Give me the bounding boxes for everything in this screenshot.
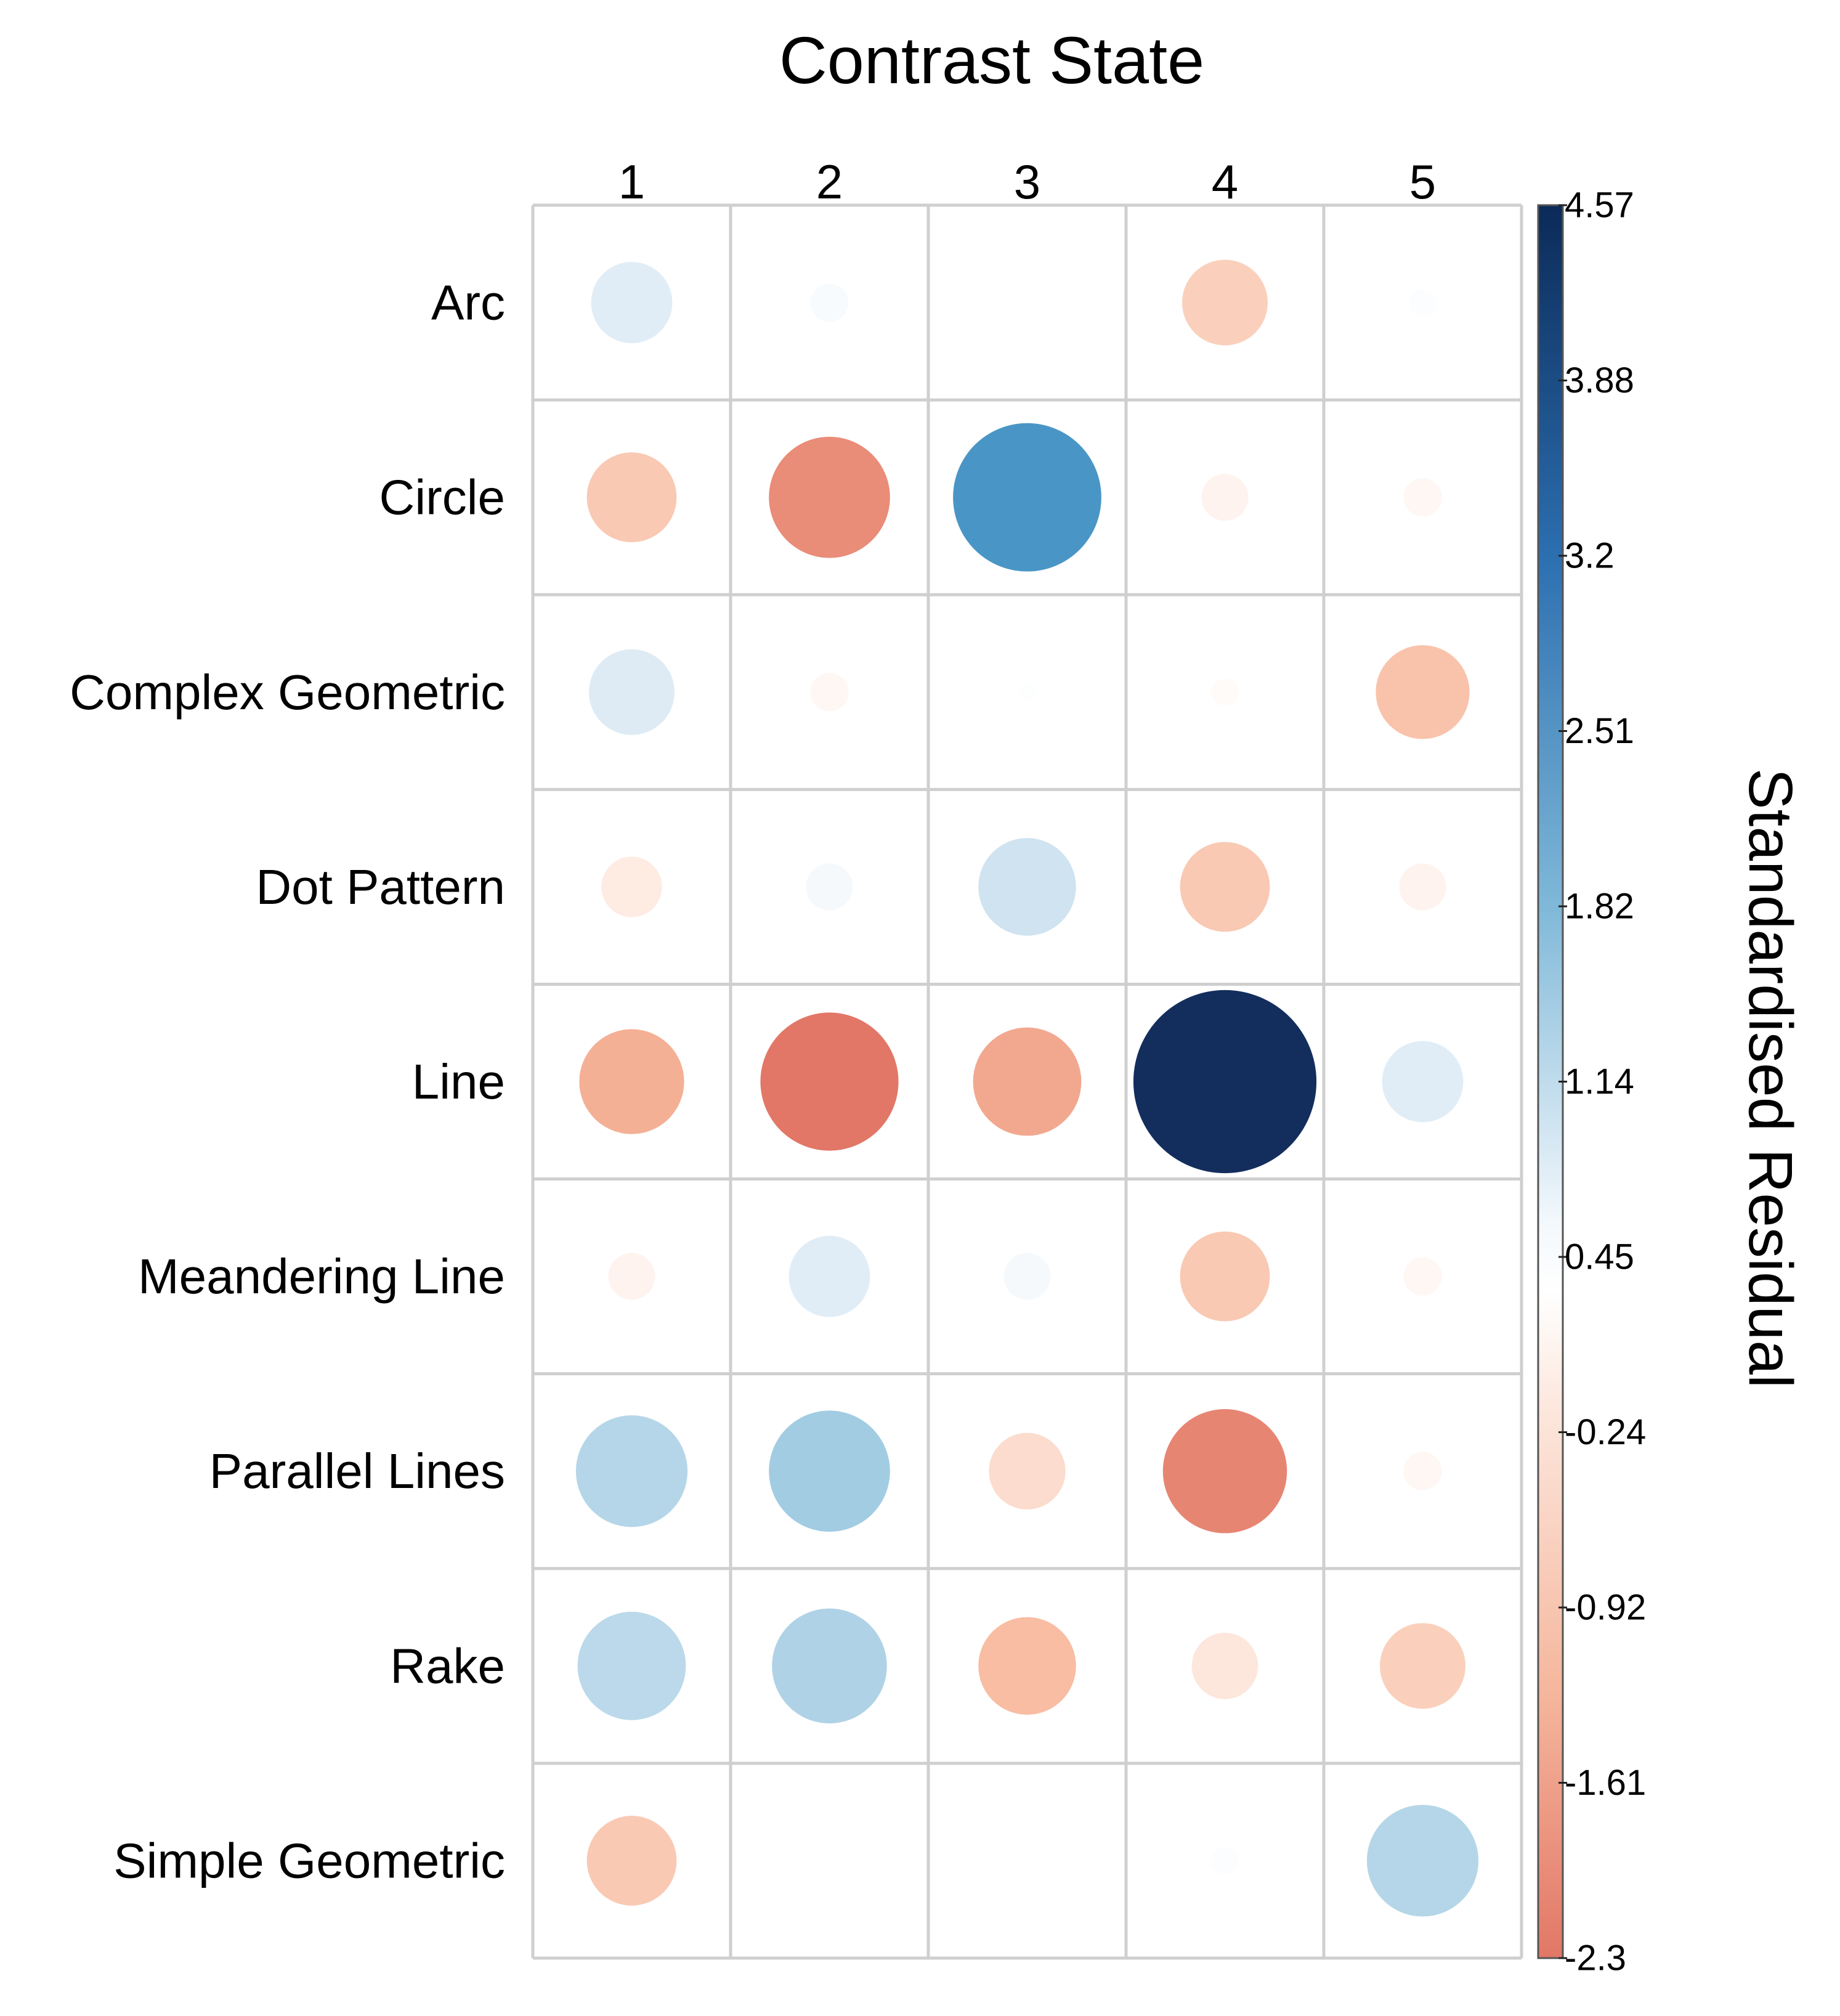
residual-circle [591,262,673,343]
column-label: 3 [1014,155,1040,209]
chart-title: Contrast State [779,23,1204,97]
residual-circle [760,1012,899,1151]
row-label: Complex Geometric [70,665,505,720]
residual-circle [1409,289,1437,317]
residual-circle [1366,1805,1479,1917]
residual-circle [577,1611,686,1720]
residual-circle [579,1029,684,1134]
residual-circle [953,423,1101,572]
residual-circle [772,1608,887,1724]
colorbar-tick-label: 2.51 [1565,711,1634,751]
residual-circle [601,856,662,917]
heatmap-grid [531,203,1523,1960]
residual-circle [989,1433,1066,1510]
residual-circle [1180,842,1270,932]
residual-circle [1180,1231,1270,1322]
residual-circle [1017,682,1037,702]
residual-circle [589,649,675,735]
colorbar-tick-label: 1.82 [1565,887,1634,927]
residual-circle [806,863,853,911]
row-label: Circle [379,470,505,525]
row-label: Parallel Lines [209,1444,505,1498]
residual-circle [1403,478,1442,517]
column-label: 1 [618,155,645,209]
residual-circle [1211,1847,1239,1874]
residual-circle [769,436,890,558]
residual-circle [788,1235,870,1317]
colorbar-tick-label: 1.14 [1565,1062,1634,1102]
residual-circle [1382,1041,1464,1123]
row-label: Arc [431,275,505,330]
colorbar-tick-label: -0.24 [1565,1412,1646,1452]
residual-circle [973,1027,1082,1136]
residual-circle [1211,678,1239,706]
residual-circle [1201,474,1249,521]
row-label: Meandering Line [138,1249,505,1304]
row-label: Dot Pattern [256,860,505,914]
colorbar-tick-label: 3.2 [1565,536,1615,576]
color-legend: 4.57 3.88 3.2 2.51 1.82 1.14 0.45 -0.24 -0.92 -1.… [1537,185,1646,1978]
residual-circle [810,283,849,322]
column-label: 5 [1409,155,1436,209]
residual-circle [586,1816,677,1906]
colorbar-tick-label: 0.45 [1565,1237,1634,1277]
residual-circles [575,259,1479,1917]
residual-circle [1403,1452,1442,1490]
residual-circle [1133,990,1317,1174]
row-label: Rake [390,1638,505,1693]
column-label: 4 [1212,155,1238,209]
row-label: Line [412,1054,505,1109]
residual-circle [608,1253,655,1300]
colorbar-ticks: 4.57 3.88 3.2 2.51 1.82 1.14 0.45 -0.24 -0.92 -1.… [1558,185,1646,1978]
residual-circle [1003,1253,1051,1300]
colorbar-tick-label: -0.92 [1565,1588,1646,1628]
row-labels: Arc Circle Complex Geometric Dot Pattern Lin… [70,275,505,1888]
colorbar-tick-label: 3.88 [1565,360,1634,400]
colorbar-tick-label: -2.3 [1565,1938,1626,1978]
column-labels: 1 2 3 4 5 [618,155,1436,209]
residual-circle [575,1415,688,1527]
residual-circle [1182,259,1268,346]
residual-circle [1380,1623,1465,1709]
legend-title: Standardised Residual [1736,768,1805,1388]
residual-circle [1399,863,1446,911]
residual-circle [1376,645,1470,739]
residual-circle [978,838,1076,936]
colorbar-tick-label: 4.57 [1565,185,1634,226]
residual-circle [1191,1632,1258,1699]
row-label: Simple Geometric [113,1833,505,1888]
residual-circle [1403,1257,1442,1296]
residual-circle [978,1617,1076,1715]
colorbar-tick-label: -1.61 [1565,1763,1646,1803]
residual-circle [769,1410,890,1532]
residual-circle [1162,1409,1287,1534]
residual-circle [810,673,849,712]
column-label: 2 [816,155,843,209]
residual-circle [586,452,677,543]
